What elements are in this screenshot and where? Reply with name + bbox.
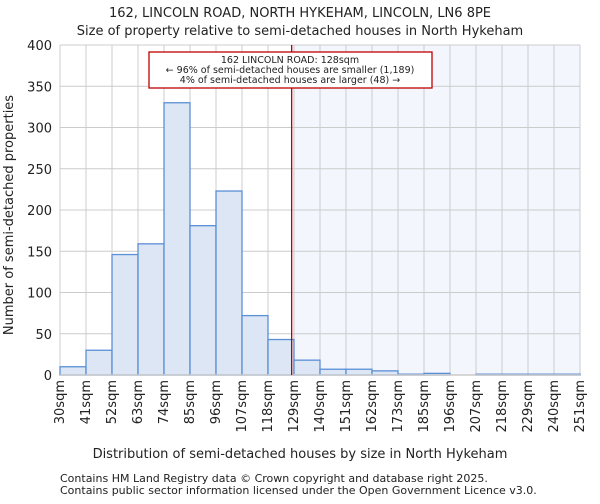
bar	[345, 368, 373, 376]
x-tick-label: 63sqm	[131, 380, 146, 424]
y-tick-label: 50	[35, 328, 52, 343]
chart-title: 162, LINCOLN ROAD, NORTH HYKEHAM, LINCOL…	[109, 6, 491, 21]
y-tick-label: 350	[27, 80, 52, 95]
annotation-line: ← 96% of semi-detached houses are smalle…	[166, 65, 415, 76]
x-tick-label: 229sqm	[521, 380, 536, 433]
y-tick-label: 100	[27, 287, 52, 302]
bar	[111, 253, 139, 376]
footer-line-1: Contains HM Land Registry data © Crown c…	[60, 472, 488, 485]
bar	[215, 190, 243, 376]
bar	[85, 349, 113, 376]
x-tick-label: 151sqm	[339, 380, 354, 433]
x-tick-label: 140sqm	[313, 380, 328, 433]
x-axis-label: Distribution of semi-detached houses by …	[93, 447, 508, 462]
footer-line-2: Contains public sector information licen…	[60, 484, 537, 497]
chart-subtitle: Size of property relative to semi-detach…	[77, 24, 523, 39]
y-tick-label: 0	[44, 369, 52, 384]
y-tick-label: 400	[27, 39, 52, 54]
x-tick-label: 162sqm	[365, 380, 380, 433]
bar	[293, 359, 321, 376]
x-tick-label: 85sqm	[183, 380, 198, 424]
x-tick-label: 240sqm	[547, 380, 562, 433]
y-tick-label: 150	[27, 245, 52, 260]
bar	[241, 314, 269, 376]
x-tick-label: 196sqm	[443, 380, 458, 433]
x-tick-label: 41sqm	[79, 380, 94, 424]
x-tick-label: 185sqm	[417, 380, 432, 433]
bar	[189, 225, 217, 376]
x-tick-label: 251sqm	[573, 380, 588, 433]
annotation-line: 4% of semi-detached houses are larger (4…	[180, 75, 400, 86]
y-tick-label: 200	[27, 204, 52, 219]
y-tick-label: 250	[27, 163, 52, 178]
y-axis-label: Number of semi-detached properties	[2, 95, 17, 335]
x-tick-label: 129sqm	[287, 380, 302, 433]
x-tick-label: 173sqm	[391, 380, 406, 433]
x-tick-label: 52sqm	[105, 380, 120, 424]
annotation-line: 162 LINCOLN ROAD: 128sqm	[221, 55, 359, 66]
x-tick-label: 218sqm	[495, 380, 510, 433]
bar	[267, 338, 295, 376]
x-tick-label: 74sqm	[157, 380, 172, 424]
y-tick-label: 300	[27, 122, 52, 137]
x-tick-label: 30sqm	[53, 380, 68, 424]
bar	[59, 366, 87, 376]
bar	[319, 368, 347, 376]
x-tick-label: 207sqm	[469, 380, 484, 433]
x-tick-label: 107sqm	[235, 380, 250, 433]
annotation-box	[148, 51, 433, 89]
bar	[163, 102, 191, 376]
bar	[137, 243, 165, 376]
x-tick-label: 96sqm	[209, 380, 224, 424]
x-tick-label: 118sqm	[261, 380, 276, 433]
